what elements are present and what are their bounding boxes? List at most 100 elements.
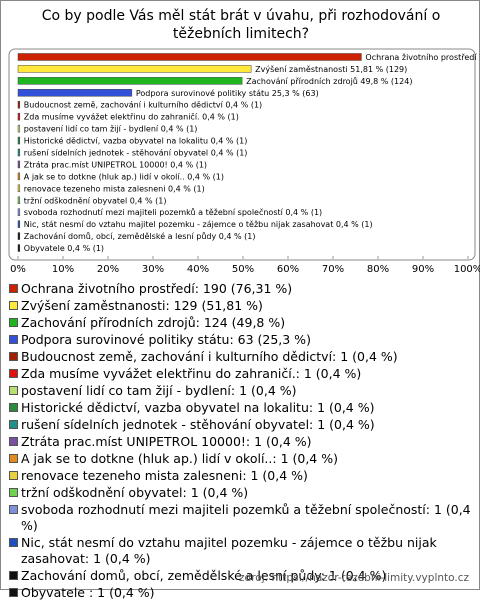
legend-item: Historické dědictví, vazba obyvatel na l… <box>9 400 475 416</box>
legend-item: Ztráta prac.míst UNIPETROL 10000!: 1 (0,… <box>9 434 475 450</box>
x-tick-label: 70% <box>322 264 344 275</box>
legend-swatch <box>9 284 18 293</box>
legend-item: rušení sídelních jednotek - stěhování ob… <box>9 417 475 433</box>
x-tick-label: 20% <box>97 264 119 275</box>
bar-value-label: 0,4 % (1) <box>130 196 167 205</box>
bar-label: Obyvatele 0,4 % (1) <box>24 244 104 253</box>
bar-value-label: 0,4 % (1) <box>202 113 239 122</box>
bar-label: postavení lidí co tam žijí - bydlení 0,4… <box>24 125 198 134</box>
bar-value-label: 0,4 % (1) <box>170 160 207 169</box>
legend-item: Obyvatele : 1 (0,4 %) <box>9 585 475 601</box>
bar <box>17 196 21 205</box>
x-tick-label: 50% <box>232 264 254 275</box>
legend-label: Zachování přírodních zdrojů: 124 (49,8 %… <box>21 315 286 330</box>
bar <box>17 208 21 216</box>
x-tick-label: 90% <box>412 264 434 275</box>
legend-label: Obyvatele : 1 (0,4 %) <box>21 585 155 600</box>
legend-label: rušení sídelních jednotek - stěhování ob… <box>21 417 375 432</box>
legend-swatch <box>9 454 18 463</box>
bar <box>17 148 21 157</box>
chart-title: Co by podle Vás měl stát brát v úvahu, p… <box>41 8 441 42</box>
bar-label: rušení sídelních jednotek - stěhování ob… <box>24 148 248 158</box>
bar-value-label: 0,4 % (1) <box>168 184 205 193</box>
bar-label: Zda musíme vyvážet elektřinu do zahranič… <box>24 112 239 122</box>
bar <box>17 244 21 252</box>
bar <box>17 65 252 73</box>
legend-label: A jak se to dotkne (hluk ap.) lidí v oko… <box>21 451 338 466</box>
bar <box>17 232 21 240</box>
legend-label: tržní odškodnění obyvatel: 1 (0,4 %) <box>21 485 249 500</box>
bar-label: Budoucnost země, zachování i kulturního … <box>24 101 262 110</box>
legend-swatch <box>9 571 18 580</box>
legend-label: Zvýšení zaměstnanosti: 129 (51,81 %) <box>21 298 263 313</box>
legend-swatch <box>9 471 18 480</box>
bar-value-label: 0,4 % (1) <box>187 172 224 181</box>
x-tick-label: 0% <box>10 264 26 275</box>
legend-swatch <box>9 437 18 446</box>
bar-label: Podpora surovinové politiky státu 25,3 %… <box>136 88 319 98</box>
legend-swatch <box>9 538 18 547</box>
bar-category: rušení sídelních jednotek - stěhování ob… <box>24 148 208 158</box>
bar-value-label: 25,3 % (63) <box>272 89 319 98</box>
x-tick-label: 40% <box>187 264 209 275</box>
legend-swatch <box>9 420 18 429</box>
bar-value-label: 0,4 % (1) <box>211 137 248 146</box>
bar-category: svoboda rozhodnutí mezi majiteli pozemků… <box>24 207 284 217</box>
chart: 0% 10% 20% 30% 40% 50% 60% 70% 80% 90% 100% Ochrana… <box>8 48 480 275</box>
legend-item: postavení lidí co tam žijí - bydlení: 1 … <box>9 383 475 399</box>
bar <box>17 136 21 145</box>
bar <box>17 184 21 193</box>
legend-item: Nic, stát nesmí do vztahu majitel pozemk… <box>9 535 475 567</box>
bar-category: Budoucnost země, zachování i kulturního … <box>24 101 224 110</box>
x-tick-label: 100% <box>454 264 480 275</box>
bar-category: Historické dědictví, vazba obyvatel na l… <box>24 136 208 146</box>
legend-item: A jak se to dotkne (hluk ap.) lidí v oko… <box>9 451 475 467</box>
x-tick-label: 10% <box>52 264 74 275</box>
bar-value-label: 0,4 % (1) <box>336 220 373 229</box>
legend-item: Zda musíme vyvážet elektřinu do zahranič… <box>9 366 475 382</box>
x-tick-label: 60% <box>277 264 299 275</box>
legend-item: Zachování domů, obcí, zemědělské a lesní… <box>9 568 475 584</box>
bar <box>17 172 21 181</box>
bar-category: Ochrana životního prostředí <box>365 53 477 62</box>
bar-label: Historické dědictví, vazba obyvatel na l… <box>24 136 248 146</box>
legend-swatch <box>9 588 18 597</box>
bar-value-label: 0,4 % (1) <box>67 244 104 253</box>
legend-swatch <box>9 403 18 412</box>
bar-value-label: 0,4 % (1) <box>211 149 248 158</box>
bar-category: Zda musíme vyvážet elektřinu do zahranič… <box>24 112 200 122</box>
legend-label: Nic, stát nesmí do vztahu majitel pozemk… <box>21 535 437 566</box>
legend-label: postavení lidí co tam žijí - bydlení: 1 … <box>21 383 297 398</box>
bar <box>17 124 21 133</box>
legend-swatch <box>9 318 18 327</box>
bar-label: Zvýšení zaměstnanosti 51,81 % (129) <box>255 64 407 74</box>
legend-label: Ochrana životního prostředí: 190 (76,31 … <box>21 281 293 296</box>
source: zdroj: https://nazor-tezebni-limity.vypl… <box>239 572 469 584</box>
legend-label: Budoucnost země, zachování i kulturního … <box>21 349 398 364</box>
bar <box>17 89 133 97</box>
bar-label: renovace tezeneho mista zalesneni 0,4 % … <box>24 184 205 193</box>
plot-frame <box>8 48 476 261</box>
legend-item: Zachování přírodních zdrojů: 124 (49,8 %… <box>9 315 475 331</box>
bar <box>17 160 21 169</box>
legend-label: renovace tezeneho mista zalesneni: 1 (0,… <box>21 468 308 483</box>
legend-item: Podpora surovinové politiky státu: 63 (2… <box>9 332 475 348</box>
x-tick-label: 30% <box>142 264 164 275</box>
bar <box>17 77 243 85</box>
x-tick-label: 80% <box>367 264 389 275</box>
bar-category: A jak se to dotkne (hluk ap.) lidí v oko… <box>24 172 185 181</box>
legend-swatch <box>9 335 18 344</box>
legend: Ochrana životního prostředí: 190 (76,31 … <box>9 281 475 602</box>
legend-swatch <box>9 369 18 378</box>
bar-category: tržní odškodnění obyvatel <box>24 195 127 205</box>
legend-item: svoboda rozhodnutí mezi majiteli pozemků… <box>9 502 475 534</box>
legend-label: Historické dědictví, vazba obyvatel na l… <box>21 400 375 415</box>
legend-label: Zachování domů, obcí, zemědělské a lesní… <box>21 568 387 583</box>
legend-swatch <box>9 386 18 395</box>
bar-category: Podpora surovinové politiky státu <box>136 88 269 98</box>
legend-item: Zvýšení zaměstnanosti: 129 (51,81 %) <box>9 298 475 314</box>
bar-category: Obyvatele <box>24 244 65 253</box>
bar-label: svoboda rozhodnutí mezi majiteli pozemků… <box>24 207 322 217</box>
bar <box>17 53 362 61</box>
